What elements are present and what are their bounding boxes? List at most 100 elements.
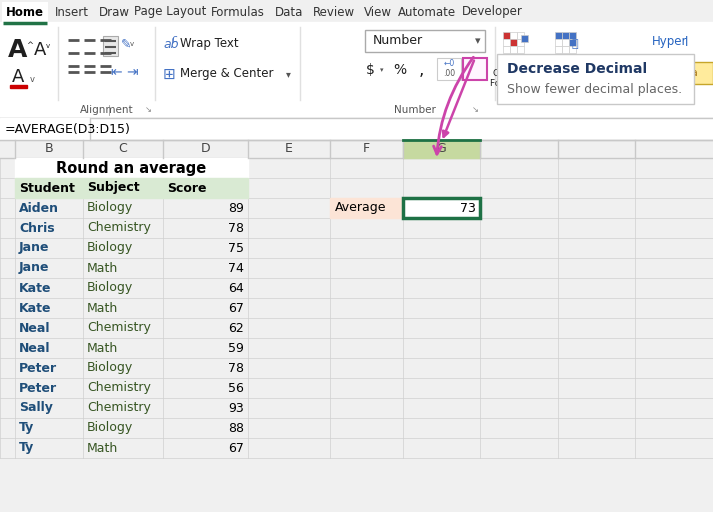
- Bar: [517, 32, 524, 39]
- Text: Math: Math: [87, 342, 118, 354]
- Text: .00: .00: [469, 59, 481, 69]
- Text: A: A: [34, 41, 46, 59]
- Bar: [103, 36, 118, 56]
- Text: Ty: Ty: [19, 441, 34, 455]
- Text: 59: 59: [228, 342, 244, 354]
- Text: Biology: Biology: [87, 202, 133, 215]
- Text: Conditional: Conditional: [492, 70, 544, 78]
- Text: ,: ,: [419, 61, 424, 79]
- Text: ⇥: ⇥: [126, 65, 138, 79]
- Text: Biology: Biology: [87, 361, 133, 374]
- Text: Draw: Draw: [99, 6, 130, 18]
- Text: c: c: [172, 34, 178, 44]
- Text: 93: 93: [228, 401, 244, 415]
- Text: ▾: ▾: [380, 67, 384, 73]
- Bar: [0, 22, 713, 118]
- Text: Decrease Decimal: Decrease Decimal: [507, 62, 647, 76]
- Bar: [0, 0, 713, 24]
- Text: ab: ab: [163, 37, 178, 51]
- Text: Average: Average: [335, 202, 386, 215]
- Text: ↘: ↘: [145, 105, 151, 115]
- Text: Kate: Kate: [19, 282, 51, 294]
- Bar: [437, 58, 461, 80]
- Bar: [15, 178, 248, 198]
- Text: Aiden: Aiden: [19, 202, 59, 215]
- Text: Biology: Biology: [87, 282, 133, 294]
- Bar: [15, 158, 248, 178]
- Text: 89: 89: [228, 202, 244, 215]
- Text: l: l: [685, 35, 688, 49]
- Text: 67: 67: [228, 441, 244, 455]
- Text: A: A: [9, 38, 28, 62]
- Text: 78: 78: [228, 222, 244, 234]
- Text: ^: ^: [26, 40, 34, 50]
- Text: View: View: [364, 6, 391, 18]
- Text: Jane: Jane: [19, 262, 49, 274]
- Bar: [403, 140, 480, 158]
- Text: %: %: [394, 63, 406, 77]
- Bar: [555, 46, 562, 53]
- Text: 74: 74: [228, 262, 244, 274]
- Text: 78: 78: [228, 361, 244, 374]
- Bar: [555, 32, 562, 39]
- Bar: [555, 39, 562, 46]
- Text: →0: →0: [469, 70, 481, 78]
- FancyArrowPatch shape: [443, 60, 474, 137]
- Text: Biology: Biology: [87, 421, 133, 435]
- Bar: [503, 32, 510, 39]
- Text: Neal: Neal: [19, 322, 51, 334]
- Text: Subject: Subject: [87, 181, 140, 195]
- Text: ✎: ✎: [120, 37, 131, 51]
- Text: =AVERAGE(D3:D15): =AVERAGE(D3:D15): [5, 122, 131, 136]
- Text: Automate: Automate: [398, 6, 456, 18]
- Text: Home: Home: [6, 6, 44, 18]
- Text: Neal: Neal: [19, 342, 51, 354]
- Bar: [403, 198, 480, 218]
- Text: Show fewer decimal places.: Show fewer decimal places.: [507, 82, 682, 96]
- Bar: [463, 58, 487, 80]
- Text: Chemistry: Chemistry: [87, 381, 151, 395]
- Text: ↘: ↘: [471, 105, 478, 115]
- Text: Hyper: Hyper: [652, 35, 687, 49]
- Bar: [510, 32, 517, 39]
- Text: Chris: Chris: [19, 222, 55, 234]
- Text: Score: Score: [167, 181, 207, 195]
- FancyArrowPatch shape: [434, 57, 473, 154]
- Text: Alignment: Alignment: [80, 105, 134, 115]
- Bar: [521, 35, 528, 42]
- Text: Student: Student: [19, 181, 75, 195]
- Text: E: E: [285, 142, 293, 156]
- Text: Developer: Developer: [461, 6, 523, 18]
- Text: B: B: [45, 142, 53, 156]
- Text: Math: Math: [87, 262, 118, 274]
- Text: 88: 88: [228, 421, 244, 435]
- Bar: [0, 118, 713, 140]
- Text: Kate: Kate: [19, 302, 51, 314]
- Text: Number: Number: [373, 34, 423, 48]
- Bar: [510, 46, 517, 53]
- Text: Peter: Peter: [19, 381, 57, 395]
- Text: Math: Math: [87, 441, 118, 455]
- Text: F: F: [363, 142, 370, 156]
- Text: A: A: [12, 68, 24, 86]
- Bar: [517, 46, 524, 53]
- Text: ▾: ▾: [475, 36, 481, 46]
- Bar: [648, 27, 713, 57]
- Bar: [510, 39, 517, 46]
- Text: Data: Data: [275, 6, 304, 18]
- Text: v: v: [46, 43, 50, 49]
- Text: 62: 62: [228, 322, 244, 334]
- Text: C: C: [118, 142, 128, 156]
- Bar: [562, 46, 569, 53]
- Text: G: G: [436, 142, 446, 156]
- Text: .00: .00: [443, 70, 455, 78]
- Text: Wrap Text: Wrap Text: [180, 37, 239, 51]
- Text: Jane: Jane: [19, 242, 49, 254]
- Bar: [497, 54, 694, 104]
- Text: ←0: ←0: [443, 59, 455, 69]
- Bar: [503, 39, 510, 46]
- Text: Table ▾: Table ▾: [553, 78, 583, 88]
- Text: v: v: [29, 75, 34, 83]
- Bar: [562, 39, 569, 46]
- Bar: [517, 39, 524, 46]
